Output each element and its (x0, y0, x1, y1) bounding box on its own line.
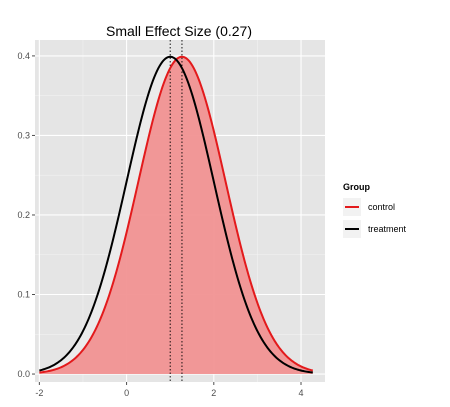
x-tick-label: 0 (124, 388, 129, 398)
y-tick-label: 0.4 (17, 51, 30, 61)
x-tick-label: 4 (299, 388, 304, 398)
legend-label-treatment: treatment (368, 224, 407, 234)
legend-label-control: control (368, 202, 395, 212)
density-areas (39, 56, 313, 375)
density-lines (39, 55, 314, 374)
line-treatment (39, 55, 313, 374)
reference-lines (169, 40, 183, 382)
area-control (39, 56, 313, 375)
y-tick-label: 0.3 (17, 130, 30, 140)
y-tick-label: 0.1 (17, 290, 30, 300)
legend: Group control treatment (343, 182, 407, 238)
x-tick-label: -2 (35, 388, 43, 398)
x-tick-label: 2 (211, 388, 216, 398)
x-axis: -2 0 2 4 (35, 382, 304, 398)
legend-title: Group (343, 182, 370, 192)
y-tick-label: 0.0 (17, 369, 30, 379)
y-axis: 0.0 0.1 0.2 0.3 0.4 (17, 51, 35, 379)
y-tick-label: 0.2 (17, 210, 30, 220)
chart-title: Small Effect Size (0.27) (106, 23, 252, 39)
